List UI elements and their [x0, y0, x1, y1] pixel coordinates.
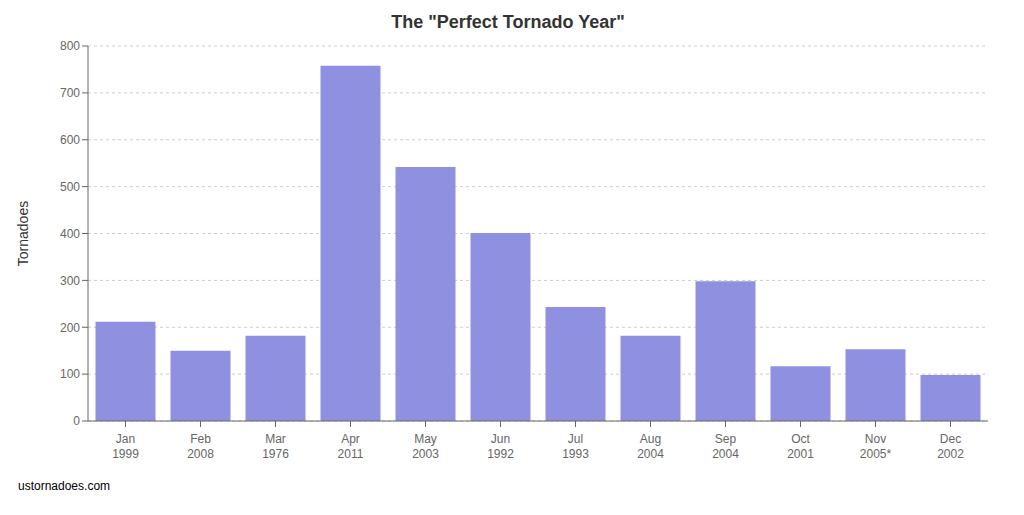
- html-text:ustornadoes.com: ustornadoes.com: [18, 479, 111, 493]
- svg-text:Jan1999: Jan1999: [112, 432, 139, 461]
- svg-text:Jun1992: Jun1992: [487, 432, 514, 461]
- svg-text:400: 400: [60, 227, 80, 241]
- svg-text:Dec2002: Dec2002: [937, 432, 964, 461]
- svg-text:200: 200: [60, 321, 80, 335]
- svg-text:800: 800: [60, 39, 80, 53]
- svg-text:Mar1976: Mar1976: [262, 432, 289, 461]
- svg-text:0: 0: [73, 414, 80, 428]
- svg-text:May2003: May2003: [412, 432, 439, 461]
- svg-text:Feb2008: Feb2008: [187, 432, 214, 461]
- svg-text:100: 100: [60, 367, 80, 381]
- svg-text:Sep2004: Sep2004: [712, 432, 739, 461]
- svg-text:Tornadoes: Tornadoes: [15, 201, 31, 266]
- html-text:The "Perfect Tornado Year": The "Perfect Tornado Year": [391, 12, 625, 32]
- svg-text:300: 300: [60, 274, 80, 288]
- svg-text:500: 500: [60, 180, 80, 194]
- svg-text:700: 700: [60, 86, 80, 100]
- svg-text:Nov2005*: Nov2005*: [860, 432, 892, 461]
- svg-text:Apr2011: Apr2011: [338, 432, 364, 461]
- svg-text:Oct2001: Oct2001: [787, 432, 814, 461]
- svg-text:600: 600: [60, 133, 80, 147]
- svg-text:Aug2004: Aug2004: [637, 432, 664, 461]
- svg-text:Jul1993: Jul1993: [562, 432, 589, 461]
